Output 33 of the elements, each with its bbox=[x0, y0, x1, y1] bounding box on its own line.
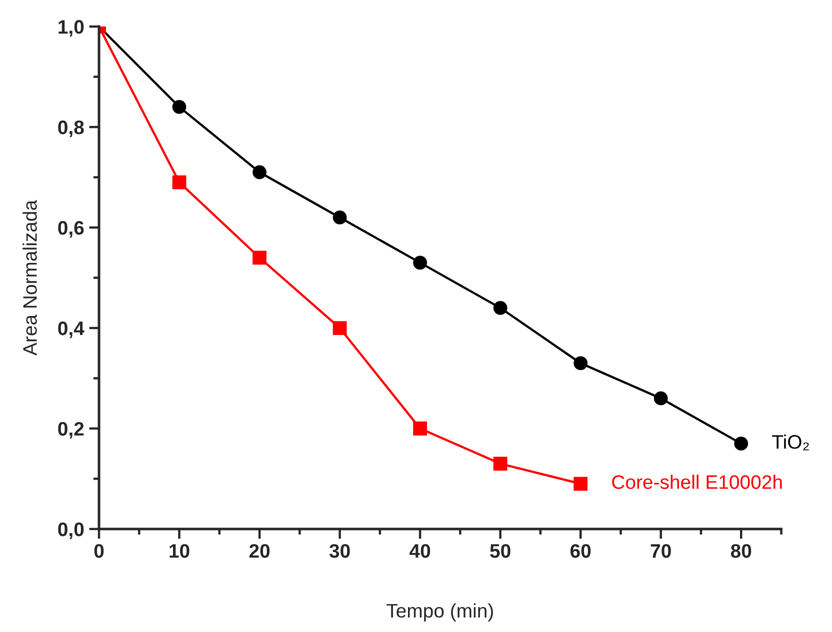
x-tick-label: 10 bbox=[170, 544, 190, 558]
x-tick-label: 20 bbox=[249, 544, 270, 558]
point bbox=[413, 256, 428, 270]
series-label: TiO₂ bbox=[772, 434, 809, 450]
y-tick-label: 0,4 bbox=[58, 321, 84, 338]
point bbox=[574, 476, 588, 491]
point bbox=[252, 250, 266, 265]
y-tick-label: 0,6 bbox=[58, 220, 84, 238]
point bbox=[413, 422, 428, 436]
point bbox=[654, 391, 668, 406]
x-tick-label: 80 bbox=[730, 544, 752, 558]
x-tick-label: 60 bbox=[570, 544, 591, 558]
y-tick-label: 0,0 bbox=[58, 522, 84, 540]
y-tick-label: 0,2 bbox=[58, 422, 84, 439]
x-tick-label: 30 bbox=[329, 544, 350, 558]
point bbox=[172, 100, 186, 114]
x-tick-label: 40 bbox=[410, 544, 430, 558]
y-tick-label: 0,8 bbox=[58, 120, 84, 138]
y-axis-title: Area Normalizada bbox=[22, 200, 37, 356]
x-tick-label: 0 bbox=[94, 544, 104, 558]
series-label: Core-shell E10002h bbox=[612, 474, 782, 489]
x-tick-label: 50 bbox=[490, 544, 510, 558]
point bbox=[332, 321, 347, 335]
point bbox=[574, 356, 588, 370]
point bbox=[172, 175, 186, 190]
y-tick-label: 1,0 bbox=[58, 20, 84, 37]
x-axis-title: Tempo (min) bbox=[386, 603, 493, 622]
point bbox=[252, 165, 266, 180]
point bbox=[493, 456, 508, 471]
point bbox=[493, 300, 508, 315]
point bbox=[332, 210, 347, 224]
point bbox=[734, 436, 748, 451]
x-tick-label: 70 bbox=[650, 544, 671, 558]
